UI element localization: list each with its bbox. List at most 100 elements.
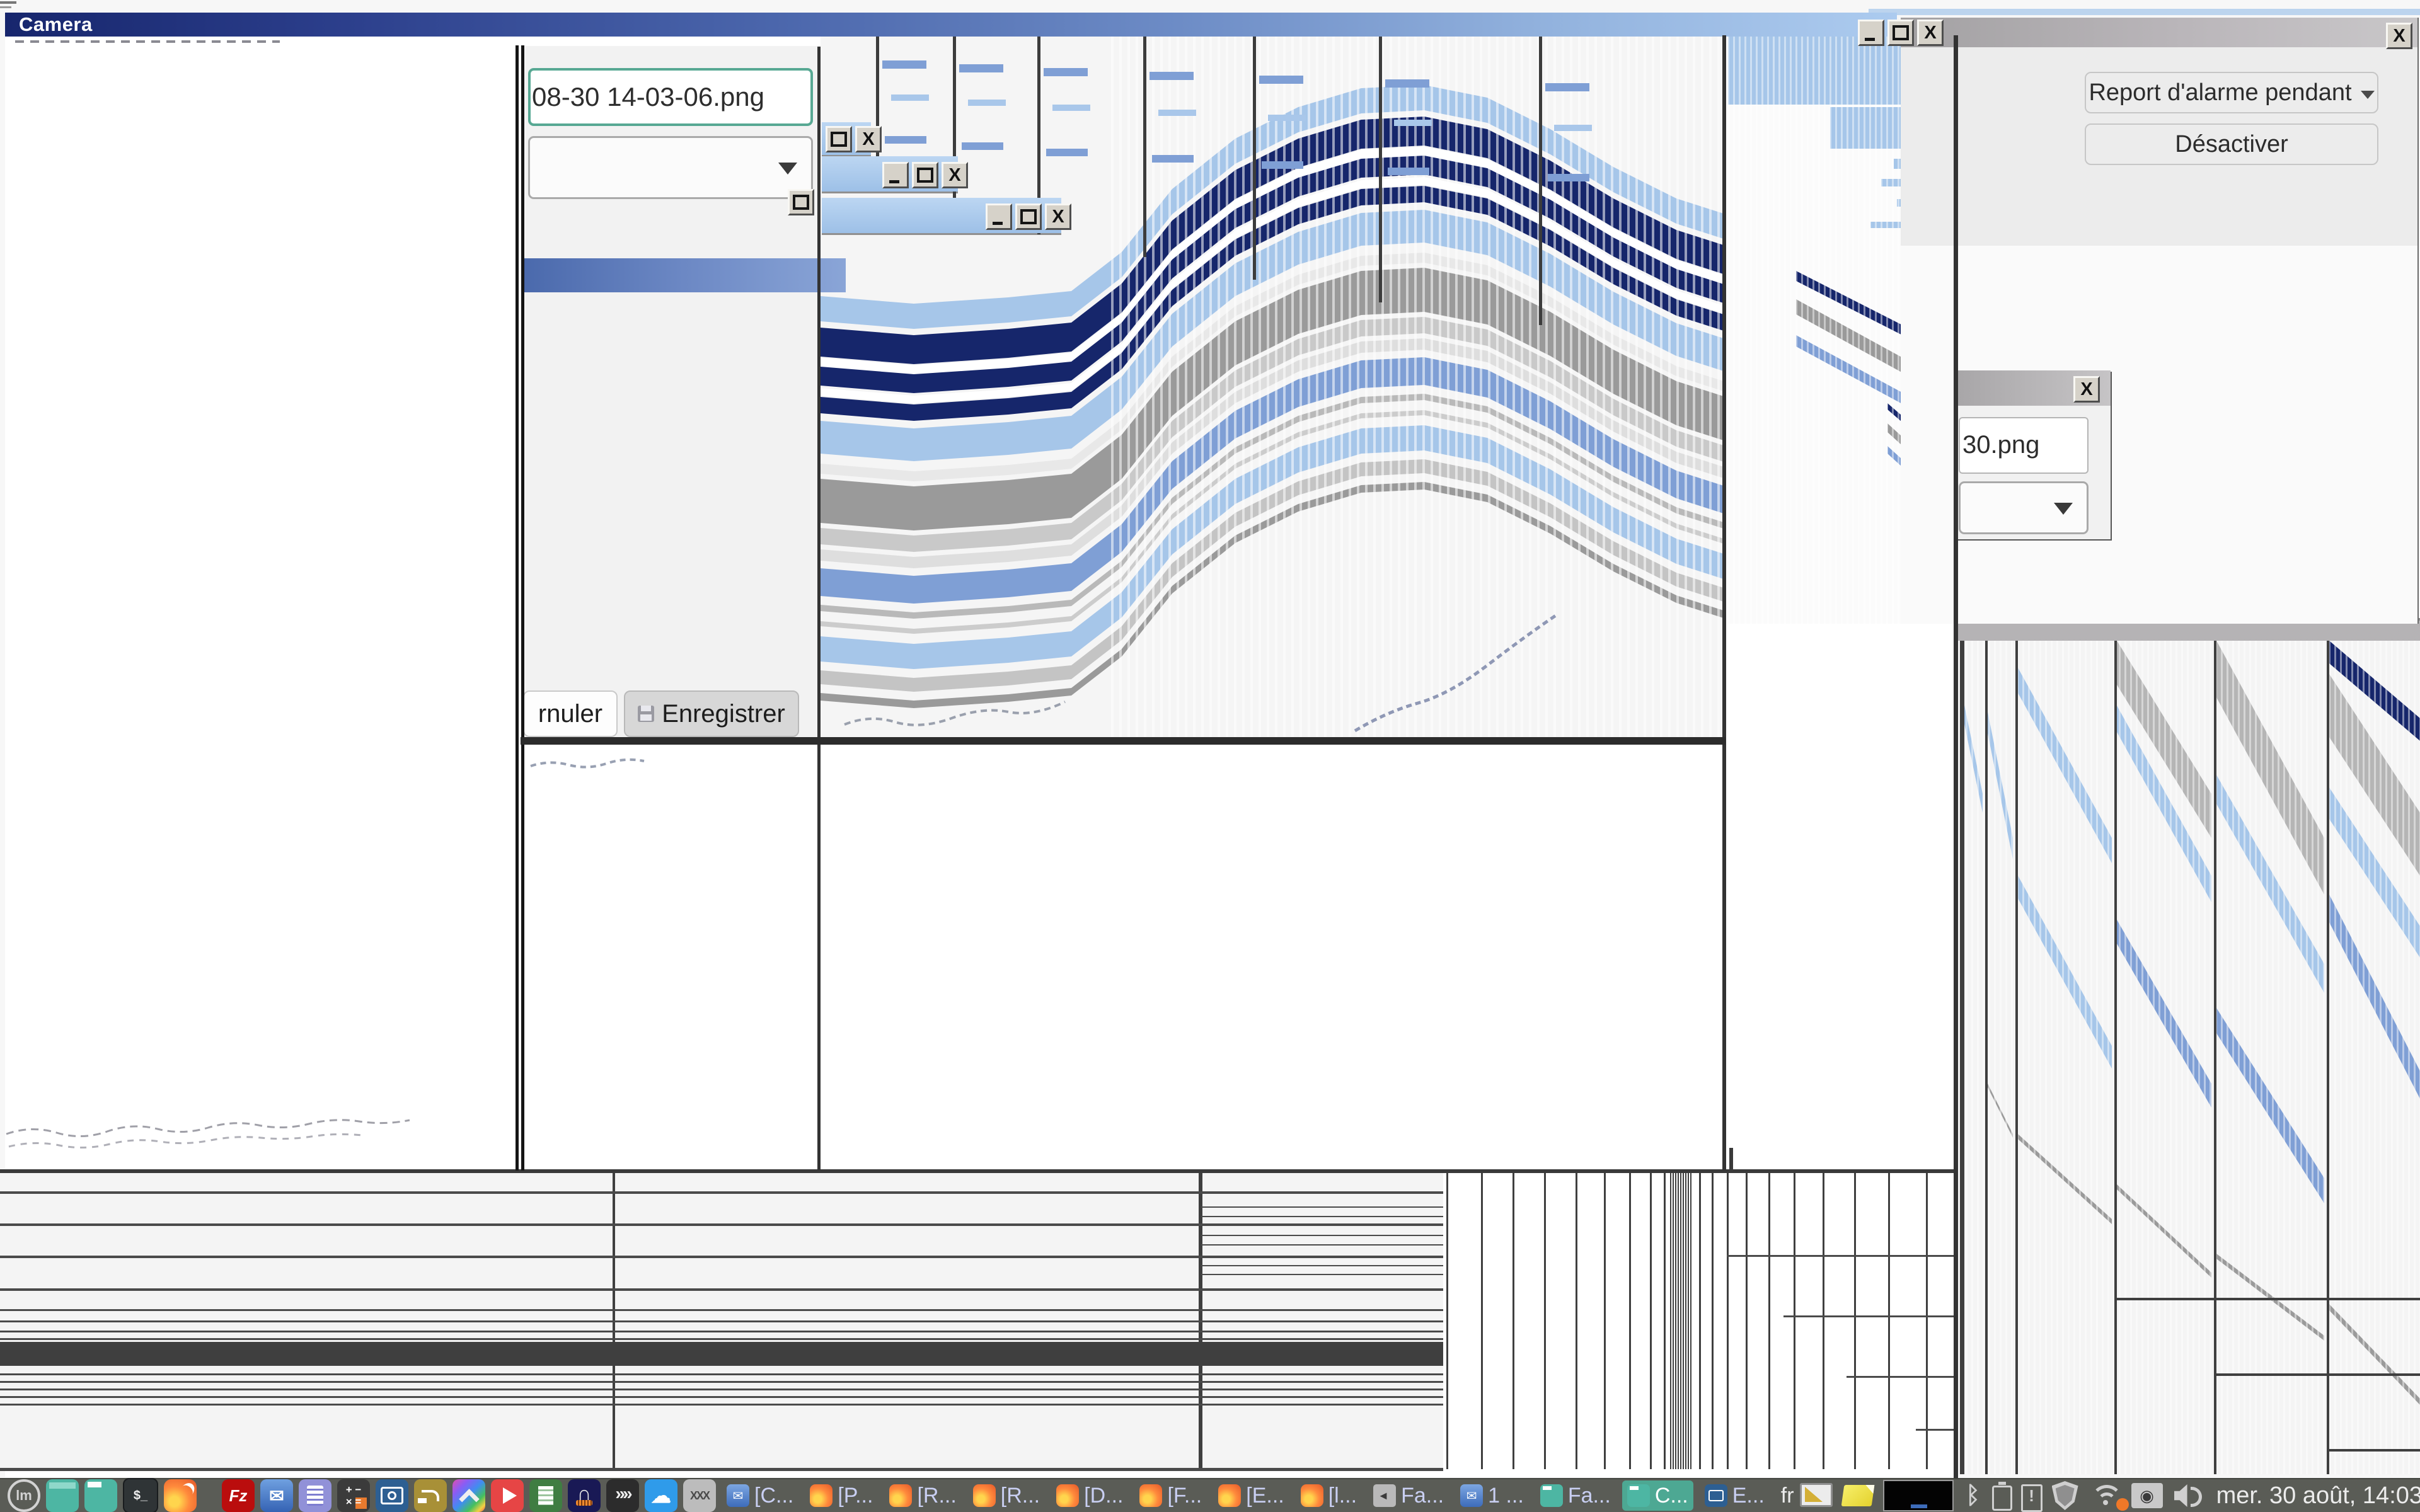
firefox-icon	[1300, 1484, 1323, 1507]
taskbar-window-button[interactable]: [E...	[1213, 1480, 1289, 1511]
terminal-launcher-icon[interactable]	[123, 1478, 158, 1512]
screenshot-launcher-icon[interactable]	[376, 1479, 408, 1512]
taskbar-window-button[interactable]: E...	[1700, 1480, 1770, 1511]
selected-file-row[interactable]	[522, 258, 846, 292]
taskbar-window-button[interactable]: [R...	[884, 1480, 961, 1511]
close-button[interactable]: X	[2386, 23, 2412, 49]
window-frame-line	[1954, 35, 1958, 1478]
taskbar-window-button[interactable]: [R...	[968, 1480, 1045, 1511]
chevron-down-icon	[2360, 90, 2375, 99]
bluetooth-icon[interactable]: ᛒ	[1966, 1482, 1980, 1509]
preview-thumbnail-icon[interactable]	[1882, 1480, 1954, 1511]
taskbar-window-button[interactable]: C...	[1622, 1480, 1693, 1511]
floppy-disk-icon	[638, 706, 655, 722]
cancel-button[interactable]: rnuler	[523, 690, 618, 737]
close-button[interactable]: X	[855, 126, 882, 152]
camera-icon	[1704, 1484, 1727, 1507]
show-desktop-launcher-icon[interactable]	[46, 1479, 79, 1512]
close-button[interactable]: X	[1045, 203, 1071, 230]
speaker-icon	[1373, 1484, 1397, 1507]
filezilla-launcher-icon[interactable]	[222, 1479, 255, 1512]
audacity-launcher-icon[interactable]	[568, 1479, 601, 1512]
maximize-button[interactable]	[912, 162, 938, 188]
taskbar: [C...[P...[R...[R...[D...[F...[E...[l...…	[0, 1478, 2420, 1512]
filetype-select[interactable]	[528, 136, 813, 199]
nvidia-icon[interactable]	[2131, 1483, 2163, 1508]
folder-icon	[1540, 1484, 1563, 1507]
shield-update-icon[interactable]	[2051, 1481, 2078, 1510]
window-frame-line	[1722, 35, 1726, 1171]
taskbar-window-button[interactable]: Fa...	[1368, 1480, 1449, 1511]
firefox-icon	[972, 1484, 996, 1507]
clock[interactable]: mer. 30 août, 14:03	[2216, 1482, 2420, 1509]
wifi-icon[interactable]	[2089, 1482, 2123, 1509]
small-filename-input[interactable]: 30.png	[1959, 417, 2089, 474]
firefox-icon	[1056, 1484, 1080, 1507]
photos-launcher-icon[interactable]	[452, 1479, 485, 1512]
chevron-down-icon	[778, 163, 797, 175]
clipboard-alert-icon[interactable]	[2020, 1482, 2043, 1512]
alarm-disable-button[interactable]: Désactiver	[2085, 123, 2378, 165]
sticky-notes-icon[interactable]	[1841, 1485, 1874, 1506]
firefox-icon	[889, 1484, 913, 1507]
launcher-strip	[8, 1478, 716, 1512]
taskbar-window-button[interactable]: [P...	[805, 1480, 878, 1511]
mail-icon	[727, 1484, 749, 1507]
volume-icon[interactable]	[2173, 1482, 2207, 1509]
minimize-button[interactable]	[1858, 20, 1884, 46]
xdm-launcher-icon[interactable]	[683, 1479, 716, 1512]
firefox-icon	[810, 1484, 833, 1507]
minimize-button[interactable]	[882, 162, 909, 188]
window-frame-line	[521, 45, 524, 1171]
taskbar-window-button[interactable]: [D...	[1051, 1480, 1128, 1511]
calculator-launcher-icon[interactable]	[337, 1479, 370, 1512]
maximize-button[interactable]	[826, 126, 852, 152]
save-button[interactable]: Enregistrer	[624, 690, 799, 737]
cloud-launcher-icon[interactable]	[645, 1479, 677, 1512]
firefox-icon	[1139, 1484, 1163, 1507]
video-clips-launcher-icon[interactable]	[606, 1479, 639, 1512]
close-button[interactable]: X	[2073, 376, 2100, 403]
filename-input[interactable]: 08-30 14-03-06.png	[528, 68, 813, 126]
window-frame-line	[521, 737, 1726, 745]
maximize-button[interactable]	[1887, 20, 1914, 46]
media-player-launcher-icon[interactable]	[491, 1479, 524, 1512]
keyboard-layout-indicator[interactable]: fr	[1780, 1483, 1794, 1508]
close-button[interactable]: X	[1917, 20, 1944, 46]
battery-icon[interactable]	[1991, 1482, 2012, 1511]
text-editor-launcher-icon[interactable]	[299, 1479, 331, 1512]
files-launcher-icon[interactable]	[84, 1479, 117, 1512]
window-controls: X	[2073, 376, 2100, 403]
window-controls: X	[2386, 23, 2412, 49]
update-alert-dot	[2116, 1498, 2129, 1511]
system-tray: ᛒ	[1799, 1480, 2207, 1512]
screen-ruler-icon[interactable]	[1799, 1482, 1833, 1509]
alarm-report-dropdown[interactable]: Report d'alarme pendant	[2085, 72, 2378, 113]
taskbar-window-button[interactable]: [F...	[1134, 1480, 1207, 1511]
alarm-panel-titlebar[interactable]	[1901, 18, 2417, 47]
taskbar-window-button[interactable]: [l...	[1296, 1480, 1362, 1511]
small-filetype-select[interactable]	[1959, 481, 2089, 534]
window-controls: X	[882, 162, 968, 188]
document-viewer-launcher-icon[interactable]	[529, 1479, 562, 1512]
alarm-panel-window: Report d'alarme pendant Désactiver	[1901, 18, 2417, 624]
minimize-button[interactable]	[986, 203, 1012, 230]
taskbar-window-button[interactable]: 1 ...	[1455, 1480, 1529, 1511]
chevron-down-icon	[2054, 503, 2073, 515]
maximize-button[interactable]	[1015, 203, 1042, 230]
mail-launcher-icon[interactable]	[260, 1479, 293, 1512]
camera-window-title: Camera	[19, 13, 93, 35]
firefox-launcher-icon[interactable]	[164, 1479, 197, 1512]
camera-window-titlebar[interactable]: Camera	[5, 13, 1897, 37]
mint-menu-launcher-icon[interactable]	[8, 1479, 40, 1512]
close-button[interactable]: X	[942, 162, 968, 188]
folder-icon	[1627, 1484, 1650, 1507]
firefox-icon	[1218, 1484, 1242, 1507]
taskbar-window-button[interactable]: Fa...	[1535, 1480, 1616, 1511]
taskbar-window-button[interactable]: [C...	[722, 1480, 798, 1511]
maximize-button[interactable]	[788, 189, 814, 215]
audio-jack-launcher-icon[interactable]	[414, 1479, 447, 1512]
mail-icon	[1460, 1484, 1484, 1507]
